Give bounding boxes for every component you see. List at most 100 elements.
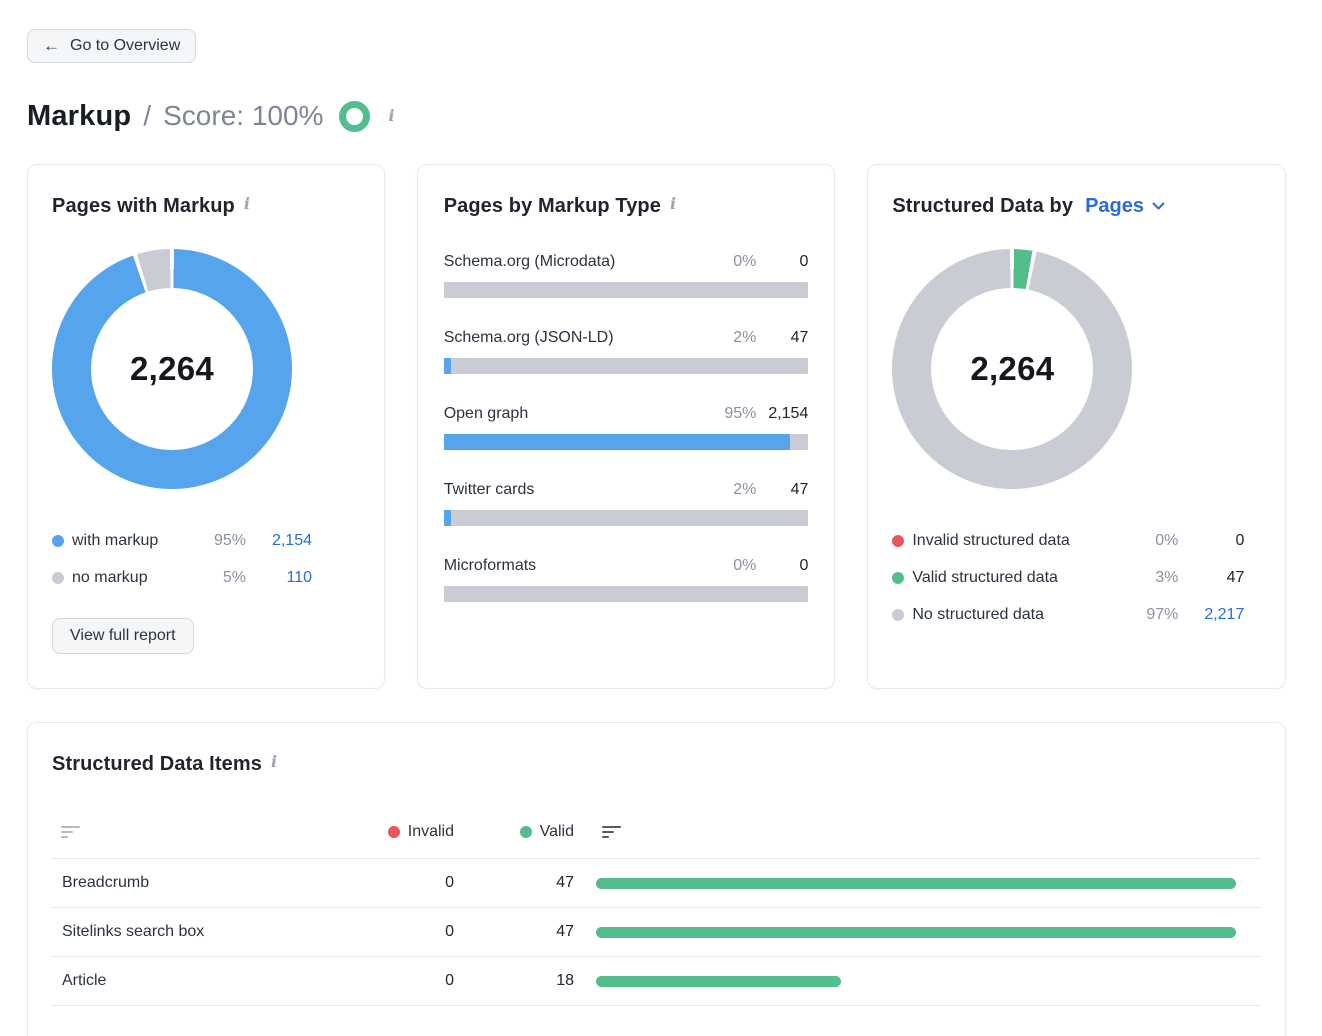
valid-count: 47 bbox=[556, 923, 574, 940]
legend-label: with markup bbox=[72, 531, 159, 549]
invalid-count: 0 bbox=[445, 972, 454, 989]
valid-bar bbox=[596, 926, 1236, 938]
markup-type-percent: 95% bbox=[724, 405, 757, 422]
info-icon[interactable]: i bbox=[243, 194, 250, 213]
legend-value-link[interactable]: 2,217 bbox=[1204, 605, 1245, 623]
page-title: Markup bbox=[27, 99, 132, 132]
markup-type-value-link[interactable]: 2,154 bbox=[768, 405, 809, 422]
pages-with-markup-card: Pages with Markup i 2,264 with markup 95%… bbox=[27, 164, 385, 689]
chevron-down-icon bbox=[1152, 202, 1165, 210]
markup-type-percent: 0% bbox=[733, 253, 757, 270]
donut-total-value: 2,264 bbox=[970, 350, 1055, 387]
table-row: Breadcrumb 0 47 bbox=[52, 859, 1261, 908]
invalid-dot-icon bbox=[387, 826, 400, 838]
valid-dot-icon bbox=[519, 826, 532, 838]
structured-data-items-card: Structured Data Items i Invalid Valid Br… bbox=[27, 722, 1286, 1036]
markup-type-percent: 0% bbox=[733, 557, 757, 574]
markup-type-bar-fill bbox=[443, 434, 791, 450]
legend-percent: 95% bbox=[213, 531, 246, 549]
markup-type-bar-fill bbox=[443, 510, 451, 526]
legend-label: No structured data bbox=[912, 605, 1044, 623]
page-header: Markup / Score: 100% i bbox=[27, 99, 1286, 133]
legend-dot-icon bbox=[892, 608, 905, 621]
markup-type-list: Schema.org (Microdata) 0% 0 Schema.org (JSO… bbox=[443, 253, 809, 602]
structured-data-donut-chart[interactable]: 2,264 bbox=[892, 249, 1133, 489]
valid-bar bbox=[596, 877, 1236, 889]
selector-value: Pages bbox=[1085, 195, 1145, 217]
legend-label: no markup bbox=[72, 568, 148, 586]
valid-bar bbox=[596, 975, 841, 987]
score-label: Score: 100% bbox=[163, 100, 324, 131]
valid-count: 47 bbox=[556, 874, 574, 891]
markup-type-percent: 2% bbox=[733, 329, 757, 346]
legend-dot-icon bbox=[52, 571, 64, 584]
markup-type-row: Twitter cards 2% 47 bbox=[443, 481, 809, 526]
column-invalid-label: Invalid bbox=[407, 823, 454, 840]
markup-type-bar-fill bbox=[443, 358, 451, 374]
item-name: Article bbox=[62, 972, 107, 989]
markup-type-value-link[interactable]: 47 bbox=[790, 481, 809, 498]
markup-type-bar-track bbox=[443, 434, 809, 450]
invalid-count: 0 bbox=[445, 874, 454, 891]
legend-value: 0 bbox=[1235, 531, 1245, 549]
markup-type-row: Microformats 0% 0 bbox=[443, 557, 809, 602]
valid-bar-cell bbox=[574, 877, 1261, 889]
card-title: Structured Data Items bbox=[52, 753, 262, 775]
structured-data-legend: Invalid structured data 0% 0 Valid structur… bbox=[892, 522, 1244, 633]
legend-label: Invalid structured data bbox=[912, 531, 1070, 549]
table-row: Article 0 18 bbox=[52, 957, 1261, 1006]
info-icon[interactable]: i bbox=[388, 106, 395, 125]
markup-type-label: Twitter cards bbox=[443, 481, 535, 498]
view-full-report-button[interactable]: View full report bbox=[52, 618, 194, 654]
markup-type-percent: 2% bbox=[733, 481, 757, 498]
arrow-left-icon: ← bbox=[43, 36, 60, 55]
item-name: Breadcrumb bbox=[62, 874, 150, 891]
markup-type-value-link[interactable]: 47 bbox=[790, 329, 809, 346]
info-icon[interactable]: i bbox=[669, 194, 677, 213]
go-to-overview-button[interactable]: ← Go to Overview bbox=[27, 29, 197, 63]
donut-total-value: 2,264 bbox=[129, 350, 215, 387]
markup-type-bar-track bbox=[443, 510, 809, 526]
markup-type-label: Schema.org (JSON-LD) bbox=[443, 329, 614, 346]
markup-type-label: Schema.org (Microdata) bbox=[443, 253, 616, 270]
legend-item: No structured data 97% 2,217 bbox=[892, 596, 1244, 633]
legend-dot-icon bbox=[52, 534, 64, 547]
table-header-divider bbox=[52, 858, 1261, 859]
card-title: Pages with Markup bbox=[52, 195, 235, 217]
markup-type-value: 0 bbox=[799, 253, 809, 270]
pages-with-markup-donut-chart[interactable]: 2,264 bbox=[52, 249, 292, 489]
pages-by-markup-type-card: Pages by Markup Type i Schema.org (Micro… bbox=[416, 164, 836, 689]
valid-bar-cell bbox=[574, 975, 1261, 987]
table-body: Breadcrumb 0 47 Sitelinks search box 0 47 Arti… bbox=[52, 859, 1261, 1006]
legend-item: no markup 5% 110 bbox=[52, 559, 312, 596]
donut-hole: 2,264 bbox=[91, 288, 253, 450]
markup-type-row: Open graph 95% 2,154 bbox=[443, 405, 809, 450]
legend-percent: 3% bbox=[1155, 568, 1179, 586]
title-separator: / bbox=[143, 100, 152, 131]
card-title: Structured Data by bbox=[892, 195, 1074, 217]
sort-descending-icon[interactable] bbox=[61, 826, 80, 838]
donut-hole: 2,264 bbox=[931, 288, 1094, 450]
structured-data-by-card: Structured Data by Pages 2,264 Invalid s… bbox=[867, 164, 1286, 689]
table-row: Sitelinks search box 0 47 bbox=[52, 908, 1261, 957]
legend-value-link[interactable]: 2,154 bbox=[271, 531, 312, 549]
markup-type-label: Open graph bbox=[443, 405, 529, 422]
legend-value-link[interactable]: 110 bbox=[286, 568, 312, 586]
markup-type-label: Microformats bbox=[443, 557, 537, 574]
legend-item: with markup 95% 2,154 bbox=[52, 522, 312, 559]
sort-descending-icon[interactable] bbox=[602, 826, 621, 838]
markup-type-bar-track bbox=[443, 282, 809, 298]
info-icon[interactable]: i bbox=[270, 752, 278, 771]
item-name: Sitelinks search box bbox=[62, 923, 205, 940]
legend-percent: 97% bbox=[1146, 605, 1179, 623]
invalid-count: 0 bbox=[445, 923, 454, 940]
pages-selector-dropdown[interactable]: Pages bbox=[1085, 193, 1165, 219]
cards-row: Pages with Markup i 2,264 with markup 95%… bbox=[27, 164, 1286, 689]
markup-type-bar-track bbox=[443, 586, 809, 602]
score-ring bbox=[339, 100, 371, 132]
legend-percent: 5% bbox=[222, 568, 246, 586]
column-valid-label: Valid bbox=[539, 823, 574, 840]
card-title: Pages by Markup Type bbox=[443, 195, 661, 217]
markup-type-row: Schema.org (JSON-LD) 2% 47 bbox=[443, 329, 809, 374]
